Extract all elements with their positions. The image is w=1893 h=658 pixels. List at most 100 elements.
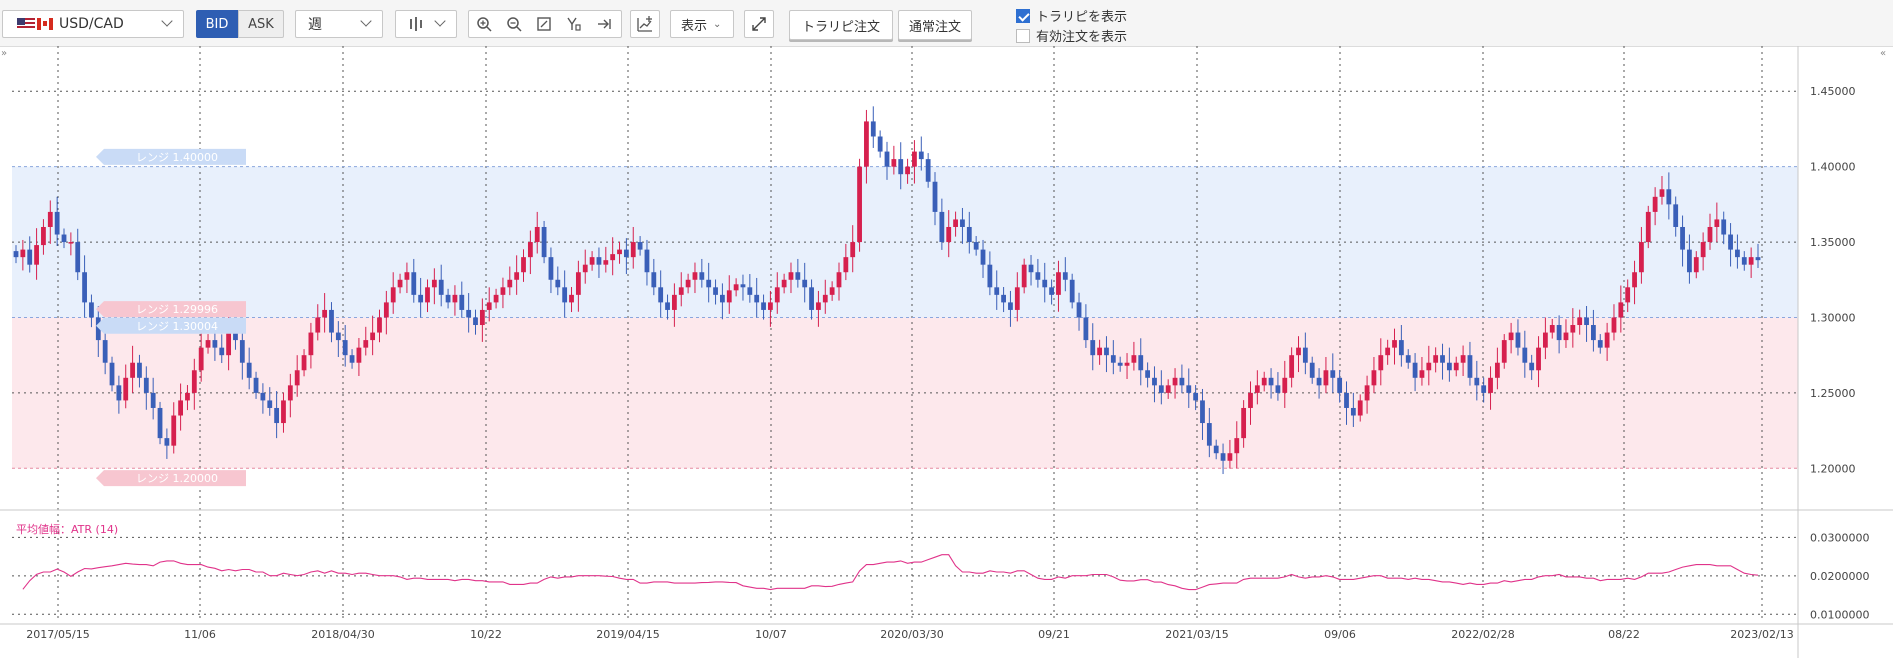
candle-body bbox=[137, 362, 142, 378]
candle-body bbox=[356, 347, 362, 363]
candle-body bbox=[1056, 272, 1061, 295]
candle-body bbox=[287, 385, 293, 401]
candle-body bbox=[870, 121, 876, 137]
candle-body bbox=[164, 438, 170, 446]
zoom-out-icon[interactable] bbox=[499, 11, 529, 37]
candle-body bbox=[1076, 302, 1082, 318]
candle-body bbox=[665, 302, 670, 310]
candle-body bbox=[795, 272, 801, 280]
candle-body bbox=[1062, 272, 1068, 280]
candle-body bbox=[1357, 400, 1363, 416]
candle-body bbox=[912, 151, 917, 167]
candle-body bbox=[740, 284, 746, 288]
ask-button[interactable]: ASK bbox=[238, 10, 284, 38]
collapse-left-icon[interactable]: » bbox=[1, 48, 8, 59]
traripi-order-button[interactable]: トラリピ注文 bbox=[789, 10, 893, 40]
candle-body bbox=[884, 151, 890, 167]
candle-body bbox=[521, 257, 526, 273]
candle-body bbox=[1337, 377, 1343, 393]
candle-body bbox=[617, 249, 622, 255]
candle-body bbox=[1748, 257, 1754, 265]
checkbox-checked-icon[interactable] bbox=[1016, 8, 1030, 23]
range-label-mid-upper: レンジ 1.29996 bbox=[96, 301, 246, 318]
normal-order-button[interactable]: 通常注文 bbox=[898, 10, 972, 40]
chart-type-select[interactable] bbox=[395, 10, 457, 38]
checkbox-unchecked-icon[interactable] bbox=[1016, 28, 1030, 43]
candle-body bbox=[1728, 234, 1733, 250]
candle-body bbox=[1604, 332, 1610, 348]
scroll-to-latest-icon[interactable] bbox=[589, 11, 619, 37]
collapse-right-icon[interactable]: « bbox=[1880, 48, 1887, 59]
candle-body bbox=[1083, 317, 1089, 341]
time-tick-label: 2018/04/30 bbox=[311, 628, 374, 641]
candle-body bbox=[41, 226, 46, 246]
display-menu-button[interactable]: 表示 ⌄ bbox=[670, 10, 734, 38]
time-tick-label: 2022/02/28 bbox=[1451, 628, 1514, 641]
currency-pair-select[interactable]: USD/CAD bbox=[2, 10, 184, 38]
candle-body bbox=[864, 121, 869, 167]
candle-body bbox=[939, 211, 945, 243]
candle-body bbox=[898, 159, 904, 175]
time-axis: 2017/05/15 11/06 2018/04/30 10/22 2019/04/15… bbox=[26, 628, 1793, 641]
candle-body bbox=[274, 407, 280, 424]
candle-body bbox=[1104, 347, 1109, 356]
range-label-lower-shape bbox=[96, 470, 246, 487]
candle-body bbox=[1152, 377, 1157, 386]
show-active-orders-checkbox[interactable]: 有効注文を表示 bbox=[1016, 26, 1127, 45]
candle-body bbox=[720, 294, 725, 303]
fit-screen-icon[interactable] bbox=[529, 11, 559, 37]
candle-body bbox=[1200, 400, 1205, 424]
candle-body bbox=[1028, 264, 1034, 273]
candle-body bbox=[109, 362, 115, 386]
candle-body bbox=[1117, 362, 1123, 366]
candle-body bbox=[788, 272, 794, 280]
candle-body bbox=[1659, 189, 1665, 197]
show-traripi-label: トラリピを表示 bbox=[1036, 10, 1128, 25]
candle-body bbox=[1481, 385, 1487, 393]
price-chart[interactable]: レンジ 1.40000 レンジ 1.29996 レンジ 1.30004 レンジ 1.2… bbox=[0, 46, 1893, 658]
candle-body bbox=[34, 245, 39, 265]
atr-label: 平均値幅：ATR (14) bbox=[16, 523, 118, 536]
candle-body bbox=[1392, 340, 1397, 348]
candle-body bbox=[1714, 219, 1720, 227]
candle-body bbox=[171, 415, 177, 446]
zoom-in-icon[interactable] bbox=[469, 11, 499, 37]
candle-body bbox=[1344, 392, 1349, 408]
candle-body bbox=[1172, 377, 1178, 386]
candle-body bbox=[1652, 196, 1658, 212]
time-tick-label: 08/22 bbox=[1608, 628, 1640, 641]
candle-body bbox=[987, 264, 993, 288]
show-traripi-checkbox[interactable]: トラリピを表示 bbox=[1016, 6, 1127, 25]
candle-body bbox=[1515, 332, 1521, 348]
candle-body bbox=[980, 249, 986, 265]
auto-scale-icon[interactable] bbox=[559, 11, 589, 37]
candle-body bbox=[116, 385, 122, 401]
candle-body bbox=[1213, 445, 1219, 454]
bid-button[interactable]: BID bbox=[196, 10, 238, 38]
candle-body bbox=[1666, 189, 1672, 205]
candle-body bbox=[1426, 362, 1432, 371]
candle-body bbox=[233, 332, 238, 341]
range-label-mid-lower: レンジ 1.30004 bbox=[96, 317, 246, 334]
double-chevron-down-icon: ⌄ bbox=[713, 18, 722, 30]
candle-body bbox=[1405, 355, 1411, 363]
timeframe-select[interactable]: 週 bbox=[295, 10, 383, 38]
canada-flag-icon bbox=[37, 18, 53, 30]
candle-body bbox=[1014, 287, 1020, 310]
candle-body bbox=[713, 287, 718, 295]
show-active-orders-label: 有効注文を表示 bbox=[1036, 30, 1128, 45]
candle-body bbox=[438, 279, 444, 295]
candle-body bbox=[466, 309, 472, 318]
candle-body bbox=[925, 159, 931, 182]
fullscreen-icon[interactable] bbox=[744, 10, 774, 38]
candle-body bbox=[1385, 347, 1391, 356]
candle-body bbox=[1680, 226, 1685, 250]
candle-body bbox=[534, 226, 540, 243]
candle-body bbox=[1474, 377, 1480, 386]
add-indicator-icon[interactable] bbox=[630, 10, 660, 38]
chevron-down-icon bbox=[360, 15, 372, 27]
candle-body bbox=[1625, 287, 1631, 303]
candle-body bbox=[246, 362, 252, 378]
time-tick-label: 2021/03/15 bbox=[1165, 628, 1228, 641]
range-labels: レンジ 1.40000 レンジ 1.29996 レンジ 1.30004 レンジ 1.2… bbox=[96, 148, 246, 487]
